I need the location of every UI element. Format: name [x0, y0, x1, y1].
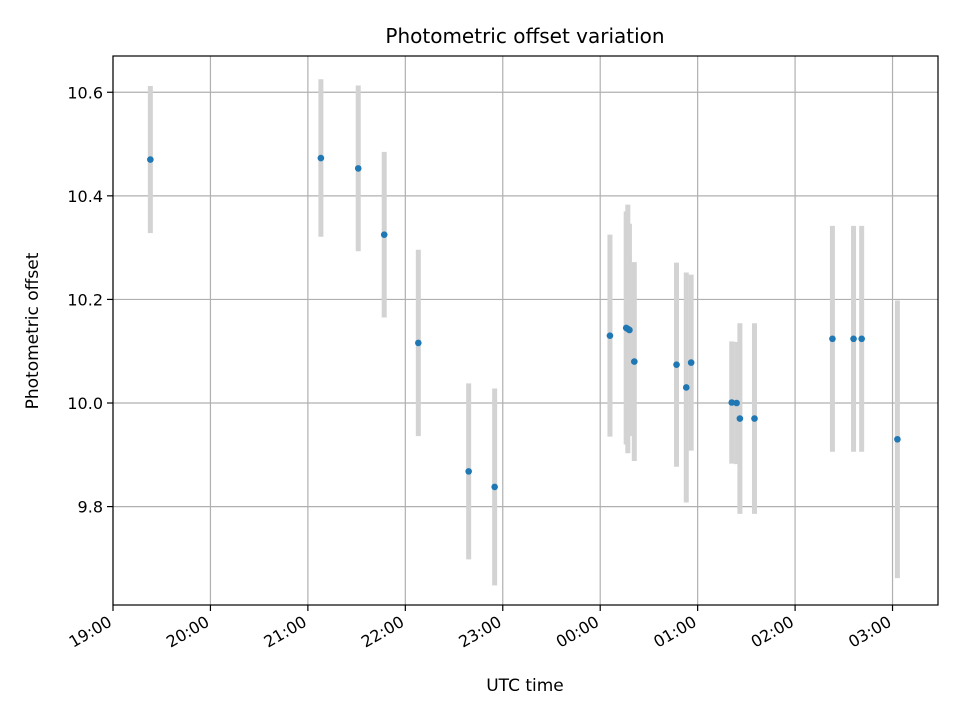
data-point: [894, 435, 901, 443]
data-point: [728, 399, 736, 406]
plot-frame: [112, 55, 939, 606]
data-point: [415, 339, 422, 347]
data-point: [626, 326, 633, 334]
data-point: [736, 415, 744, 422]
data-point: [317, 154, 325, 162]
data-point: [858, 335, 865, 343]
data-points: [147, 154, 901, 491]
chart-title: Photometric offset variation: [385, 24, 664, 48]
y-tick-label: 10.4: [67, 187, 103, 206]
data-point: [606, 332, 614, 339]
data-point: [147, 156, 154, 163]
data-point: [354, 165, 362, 172]
y-axis-label: Photometric offset: [23, 252, 43, 409]
x-axis-label: UTC time: [486, 676, 564, 696]
data-point: [631, 358, 638, 365]
grid-lines: [112, 56, 938, 605]
y-tick-label: 9.8: [78, 498, 103, 517]
y-tick-label: 10.2: [67, 290, 103, 309]
data-point: [751, 415, 758, 422]
data-point: [682, 384, 690, 391]
data-point: [829, 335, 836, 343]
data-point: [687, 359, 695, 366]
y-tick-label: 10.6: [67, 83, 103, 102]
data-point: [733, 399, 740, 407]
data-point: [380, 231, 388, 238]
y-axis-ticks: 9.8 10.0 10.2 10.4 10.6: [67, 83, 113, 517]
data-point: [850, 335, 857, 343]
data-point: [491, 483, 498, 491]
data-point: [465, 468, 472, 475]
y-tick-label: 10.0: [67, 394, 103, 413]
data-point: [673, 361, 680, 368]
